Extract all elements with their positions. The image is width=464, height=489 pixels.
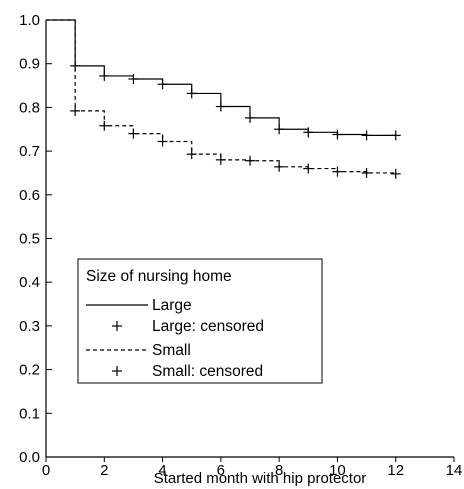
censor-marker-small-censored [99, 120, 110, 131]
censor-marker-small-censored [186, 149, 197, 160]
y-tick-label: 0.4 [19, 274, 40, 291]
y-tick-label: 0.3 [19, 318, 40, 335]
censor-marker-small-censored [332, 166, 343, 177]
x-tick-label: 4 [158, 462, 166, 479]
censor-marker-large-censored [99, 70, 110, 81]
x-tick-label: 2 [100, 462, 108, 479]
censor-marker-small-censored [274, 161, 285, 172]
y-tick-label: 0.8 [19, 99, 40, 116]
censor-marker-large-censored [274, 124, 285, 135]
censor-marker-small-censored [215, 154, 226, 165]
censor-marker-large-censored [186, 88, 197, 99]
legend-label-small-censored: Small: censored [152, 363, 263, 380]
legend-label-large-censored: Large: censored [152, 318, 264, 335]
censor-marker-small-censored [390, 168, 401, 179]
legend-label-large: Large [152, 297, 192, 314]
y-tick-label: 0.2 [19, 362, 40, 379]
y-tick-label: 0.6 [19, 187, 40, 204]
series-line-large [46, 19, 396, 136]
censor-marker-small-censored [70, 105, 81, 116]
censor-marker-small-censored [157, 136, 168, 147]
y-tick-label: 0.0 [19, 449, 40, 466]
x-tick-label: 12 [387, 462, 404, 479]
censor-marker-large-censored [215, 101, 226, 112]
censor-marker-large-censored [157, 79, 168, 90]
y-tick-label: 0.5 [19, 231, 40, 248]
censor-marker-large-censored [303, 127, 314, 138]
y-tick-label: 0.9 [19, 56, 40, 73]
y-tick-label: 0.7 [19, 143, 40, 160]
x-tick-label: 0 [42, 462, 50, 479]
censor-marker-small-censored [303, 163, 314, 174]
y-tick-label: 1.0 [19, 12, 40, 29]
legend-censored-large-marker [112, 321, 122, 331]
x-tick-label: 14 [446, 462, 463, 479]
censor-marker-large-censored [390, 130, 401, 141]
axes: 0.0 0.1 0.2 0.3 0.4 0.5 0.6 0.7 0.8 0.9 1.0 0 2 4 6 8 10… [19, 12, 462, 479]
x-tick-label: 8 [275, 462, 283, 479]
censor-marker-small-censored [245, 155, 255, 166]
x-axis-title: Started month with hip protector [154, 470, 367, 487]
censor-marker-large-censored [332, 129, 343, 140]
x-tick-label: 10 [329, 462, 346, 479]
y-tick-label: 0.1 [19, 405, 40, 422]
x-tick-label: 6 [217, 462, 225, 479]
censor-marker-small-censored [361, 167, 372, 178]
censor-marker-small-censored [128, 128, 139, 139]
legend-title: Size of nursing home [86, 268, 232, 285]
legend: Size of nursing home Large Large: censor… [77, 258, 323, 384]
censor-marker-large-censored [361, 130, 372, 141]
legend-box [77, 258, 323, 384]
plot-area [46, 19, 401, 179]
legend-censored-small-marker [112, 366, 122, 376]
censor-marker-large-censored [128, 73, 139, 84]
censor-marker-large-censored [245, 112, 255, 123]
legend-label-small: Small [152, 342, 191, 359]
